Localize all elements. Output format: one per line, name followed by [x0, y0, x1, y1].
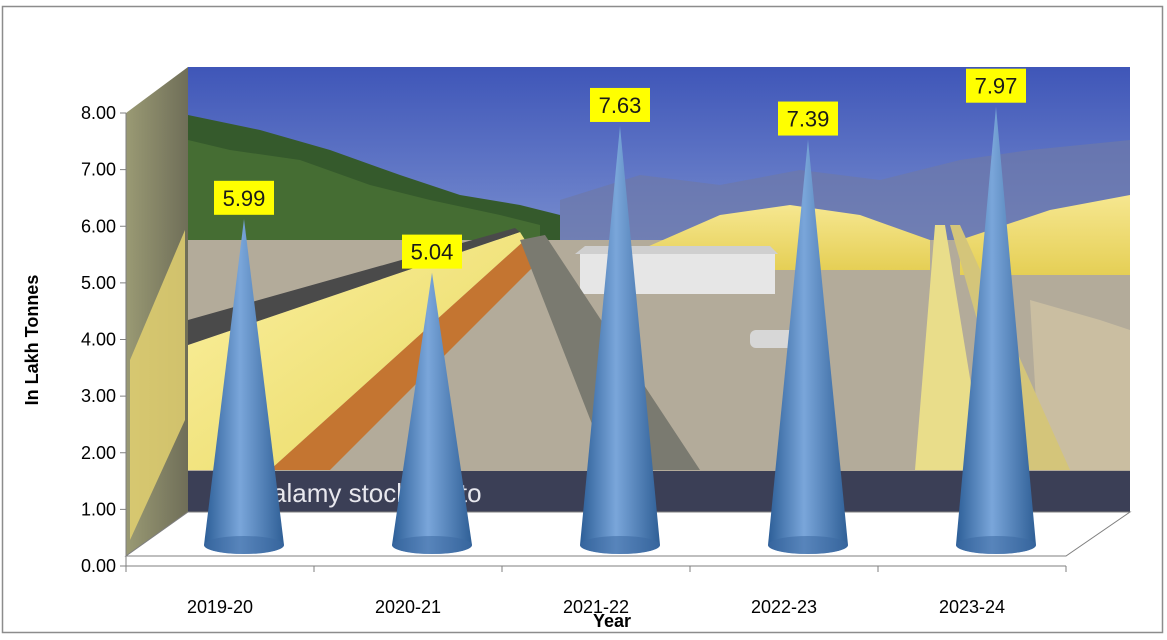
y-tick-label: 0.00: [81, 556, 116, 576]
y-tick-label: 4.00: [81, 330, 116, 350]
x-tick-label: 2021-22: [563, 597, 629, 617]
y-tick-label: 3.00: [81, 386, 116, 406]
y-tick-label: 5.00: [81, 273, 116, 293]
data-label-box: [590, 87, 650, 122]
data-label-box: [966, 68, 1026, 103]
cone-base: [956, 536, 1036, 554]
cone-body: [204, 218, 284, 554]
data-label-text: 7.97: [975, 74, 1018, 99]
data-label: 5.04: [402, 234, 462, 269]
data-label: 7.63: [590, 87, 650, 122]
data-label: 7.39: [778, 101, 838, 136]
y-tick-label: 2.00: [81, 443, 116, 463]
x-tick-label: 2022-23: [751, 597, 817, 617]
data-label: 7.97: [966, 68, 1026, 103]
data-label-text: 7.63: [599, 93, 642, 118]
x-tick-label: 2023-24: [939, 597, 1005, 617]
x-axis-title: Year: [593, 611, 631, 631]
y-tick-label: 7.00: [81, 160, 116, 180]
data-label-box: [214, 180, 274, 215]
cone-base: [580, 536, 660, 554]
data-label-box: [402, 234, 462, 269]
y-ticks: 0.00 1.00 2.00 3.00 4.00 5.00 6.00 7.00 8.00: [81, 103, 126, 576]
cone-bar: [768, 139, 848, 554]
data-label-box: [778, 101, 838, 136]
x-tick-label: 2020-21: [375, 597, 441, 617]
y-tick-label: 1.00: [81, 499, 116, 519]
cone-base: [204, 536, 284, 554]
x-tick-label: 2019-20: [187, 597, 253, 617]
data-label: 5.99: [214, 180, 274, 215]
cone-body: [580, 125, 660, 555]
x-ticks: 2019-20 2020-21 2021-22 2022-23 2023-24: [125, 566, 1067, 617]
y-tick-label: 6.00: [81, 216, 116, 236]
data-label-text: 5.99: [223, 186, 266, 211]
cone-bar: [392, 272, 472, 554]
cone-bars: [204, 106, 1036, 555]
cone-base: [392, 536, 472, 554]
y-tick-label: 8.00: [81, 103, 116, 123]
cone-body: [956, 106, 1036, 554]
data-labels: 5.99 5.04 7.63 7.39 7.97: [214, 68, 1026, 269]
y-axis-title: In Lakh Tonnes: [22, 275, 42, 406]
cone-bar: [580, 125, 660, 555]
cone-bar: [204, 218, 284, 554]
cone-body: [392, 272, 472, 554]
cone-bar: [956, 106, 1036, 554]
cone-body: [768, 139, 848, 554]
side-wall-belt: [130, 230, 185, 540]
data-label-text: 5.04: [411, 240, 454, 265]
cone-base: [768, 536, 848, 554]
data-label-text: 7.39: [787, 107, 830, 132]
